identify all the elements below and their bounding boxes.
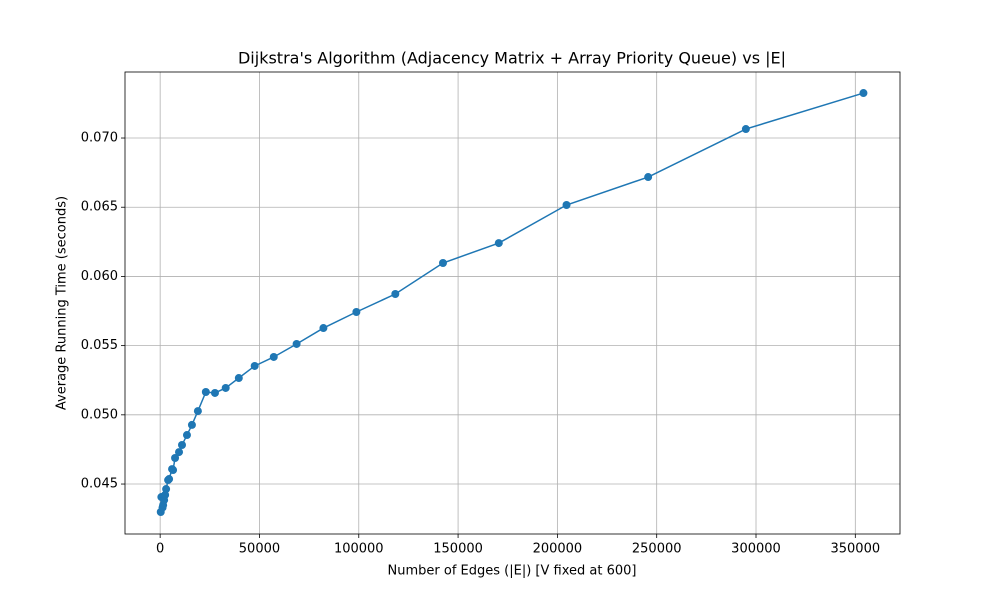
data-point xyxy=(193,407,202,416)
y-axis-label: Average Running Time (seconds) xyxy=(55,196,70,410)
data-point xyxy=(741,125,750,134)
x-tick-label: 250000 xyxy=(632,542,682,557)
data-point xyxy=(169,466,178,475)
data-point xyxy=(221,383,230,392)
data-point xyxy=(210,388,219,397)
data-point xyxy=(438,259,447,268)
data-point xyxy=(319,324,328,333)
data-point xyxy=(182,431,191,440)
data-point xyxy=(171,454,180,463)
data-point xyxy=(250,361,259,370)
data-point xyxy=(391,290,400,299)
plot-frame xyxy=(124,71,901,535)
data-line xyxy=(160,92,864,513)
data-point xyxy=(292,339,301,348)
x-axis-label: Number of Edges (|E|) [V fixed at 600] xyxy=(388,564,637,579)
data-point xyxy=(162,485,171,494)
y-tick-label: 0.045 xyxy=(81,477,118,492)
x-tick-label: 100000 xyxy=(334,542,384,557)
y-tick-label: 0.055 xyxy=(81,338,118,353)
chart-title: Dijkstra's Algorithm (Adjacency Matrix +… xyxy=(238,49,786,68)
data-point xyxy=(859,89,868,98)
y-tick-label: 0.050 xyxy=(81,407,118,422)
y-tick-label: 0.070 xyxy=(81,131,118,146)
x-tick-label: 150000 xyxy=(433,542,483,557)
data-point xyxy=(165,475,174,484)
x-tick-label: 350000 xyxy=(830,542,880,557)
y-tick-label: 0.065 xyxy=(81,200,118,215)
data-point xyxy=(269,352,278,361)
data-point xyxy=(644,173,653,182)
data-point xyxy=(178,441,187,450)
x-tick-label: 0 xyxy=(156,542,164,557)
x-tick-label: 50000 xyxy=(239,542,280,557)
data-point xyxy=(161,490,170,499)
data-point xyxy=(352,307,361,316)
data-point xyxy=(562,201,571,210)
x-tick-label: 300000 xyxy=(731,542,781,557)
data-point xyxy=(201,387,210,396)
data-point xyxy=(234,374,243,383)
data-point xyxy=(494,239,503,248)
y-tick-label: 0.060 xyxy=(81,269,118,284)
x-tick-label: 200000 xyxy=(533,542,583,557)
data-point xyxy=(175,448,184,457)
data-point xyxy=(187,420,196,429)
